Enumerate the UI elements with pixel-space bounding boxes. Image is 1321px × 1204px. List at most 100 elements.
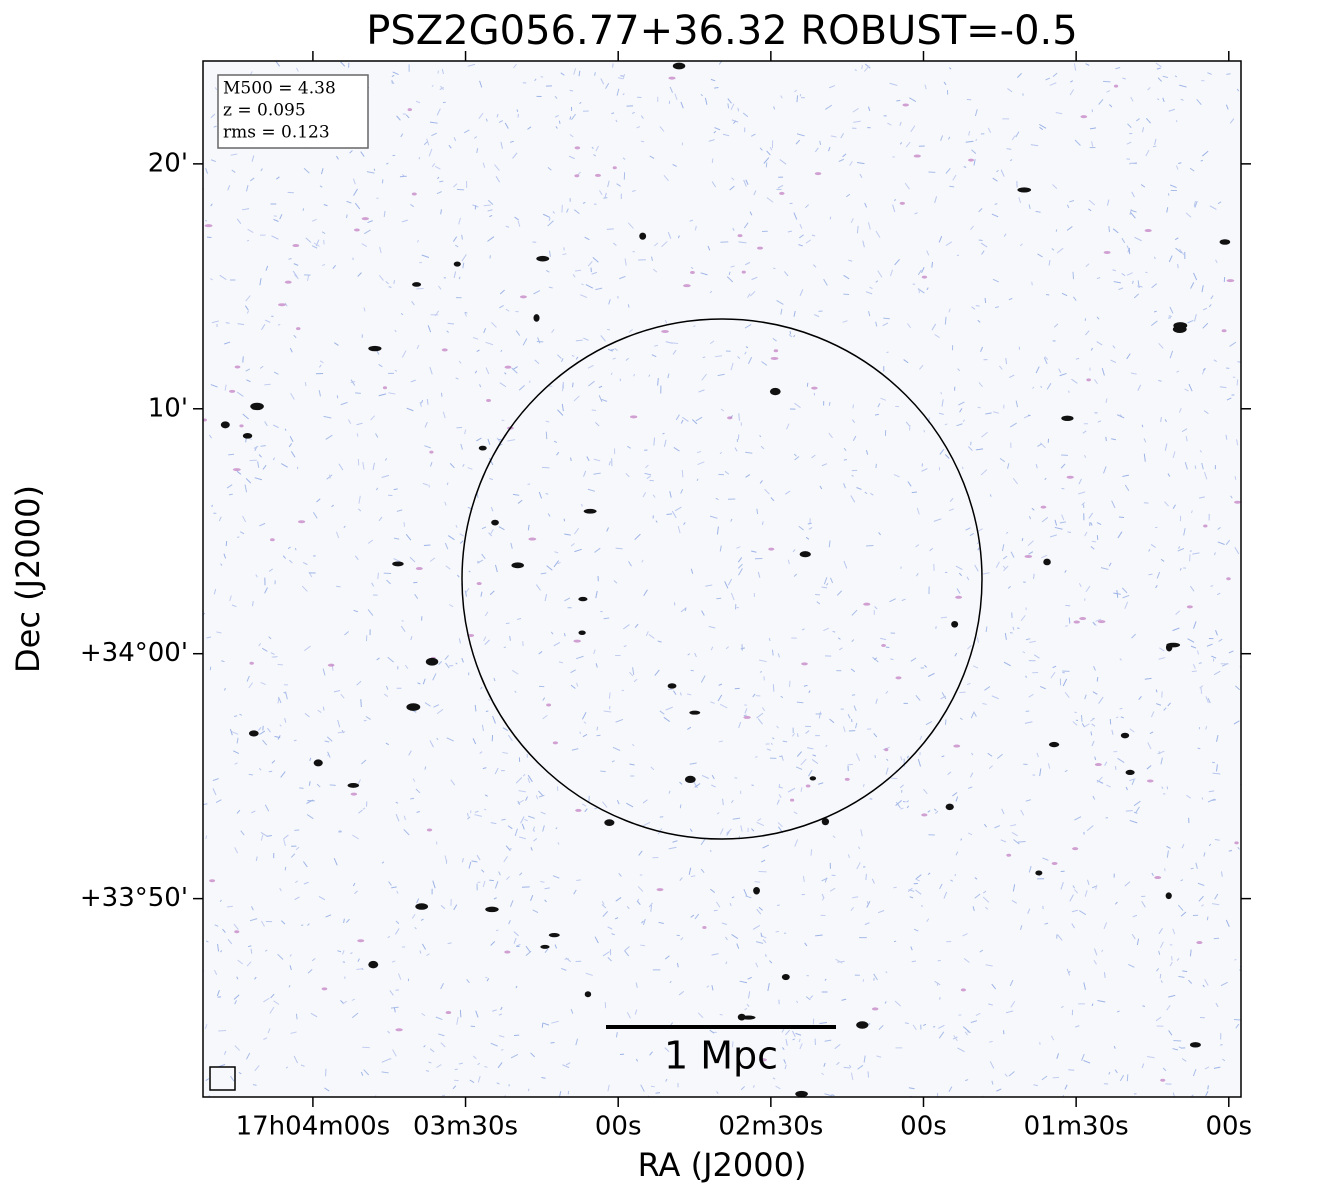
- noise: [995, 204, 998, 205]
- noise: [738, 108, 739, 111]
- faint-source: [774, 349, 779, 352]
- noise: [628, 304, 629, 307]
- noise: [336, 586, 340, 587]
- noise: [875, 755, 876, 758]
- noise: [844, 1067, 850, 1068]
- source: [639, 233, 646, 240]
- noise: [212, 505, 213, 507]
- faint-source: [351, 793, 357, 796]
- faint-source: [768, 548, 774, 551]
- source: [249, 730, 259, 736]
- faint-source: [811, 387, 817, 390]
- source: [585, 991, 591, 997]
- noise: [364, 720, 367, 721]
- noise: [772, 650, 773, 656]
- noise: [1237, 379, 1238, 385]
- faint-source: [900, 202, 905, 205]
- noise: [1120, 708, 1123, 709]
- faint-source: [553, 741, 558, 744]
- source: [578, 597, 587, 601]
- noise: [455, 1069, 458, 1070]
- source: [314, 759, 323, 766]
- noise: [1075, 712, 1077, 713]
- source: [536, 256, 549, 262]
- noise: [710, 850, 711, 852]
- faint-source: [229, 390, 235, 393]
- noise: [1065, 626, 1068, 627]
- faint-source: [1025, 555, 1033, 558]
- faint-source: [429, 451, 433, 454]
- source: [800, 551, 811, 557]
- noise: [797, 702, 803, 703]
- faint-source: [270, 538, 275, 541]
- faint-source: [1187, 605, 1193, 608]
- source: [368, 346, 381, 351]
- faint-source: [328, 664, 335, 667]
- noise: [570, 117, 571, 120]
- noise: [1192, 671, 1197, 672]
- faint-source: [738, 234, 743, 237]
- noise: [603, 198, 607, 199]
- faint-source: [575, 146, 581, 149]
- noise: [394, 489, 398, 490]
- source: [412, 282, 421, 287]
- noise: [922, 905, 923, 907]
- faint-source: [953, 745, 960, 748]
- noise: [1172, 956, 1173, 960]
- faint-source: [235, 365, 241, 368]
- source: [1043, 559, 1051, 566]
- faint-source: [249, 662, 253, 665]
- faint-source: [613, 166, 617, 169]
- faint-source: [845, 778, 850, 781]
- noise: [773, 268, 775, 269]
- noise: [576, 880, 581, 881]
- faint-source: [1145, 229, 1152, 232]
- source: [1017, 187, 1031, 192]
- faint-source: [683, 284, 691, 287]
- faint-source: [505, 366, 512, 369]
- source: [685, 776, 696, 783]
- faint-source: [446, 1011, 452, 1014]
- faint-source: [922, 276, 927, 279]
- noise: [442, 1095, 445, 1096]
- source: [1121, 733, 1129, 739]
- source: [1061, 416, 1073, 421]
- scalebar-label: 1 Mpc: [664, 1034, 778, 1078]
- noise: [559, 121, 560, 124]
- faint-source: [234, 930, 239, 933]
- source: [479, 446, 487, 451]
- noise: [1226, 74, 1230, 75]
- source: [392, 561, 404, 566]
- noise: [1201, 688, 1202, 694]
- noise: [323, 707, 324, 711]
- noise: [295, 548, 296, 550]
- noise: [549, 386, 553, 387]
- noise: [955, 874, 956, 876]
- noise: [1092, 109, 1093, 112]
- source: [221, 421, 230, 428]
- noise: [616, 548, 623, 549]
- noise: [829, 402, 830, 406]
- faint-source: [1079, 617, 1086, 620]
- noise: [378, 573, 379, 579]
- faint-source: [657, 888, 664, 891]
- faint-source: [690, 271, 695, 274]
- noise: [1234, 1019, 1241, 1020]
- source: [406, 703, 420, 711]
- noise: [658, 378, 659, 386]
- noise: [1073, 272, 1074, 279]
- noise: [755, 882, 761, 883]
- noise: [890, 778, 897, 779]
- faint-source: [896, 676, 902, 679]
- noise: [1202, 798, 1203, 800]
- faint-source: [884, 748, 888, 751]
- noise: [1156, 689, 1157, 692]
- y-tick-label: +34°00': [80, 638, 188, 668]
- noise: [866, 545, 873, 546]
- faint-source: [412, 193, 417, 196]
- faint-source: [1234, 501, 1241, 504]
- faint-source: [661, 330, 669, 333]
- noise: [728, 103, 729, 108]
- source: [753, 887, 760, 894]
- noise: [1190, 551, 1192, 552]
